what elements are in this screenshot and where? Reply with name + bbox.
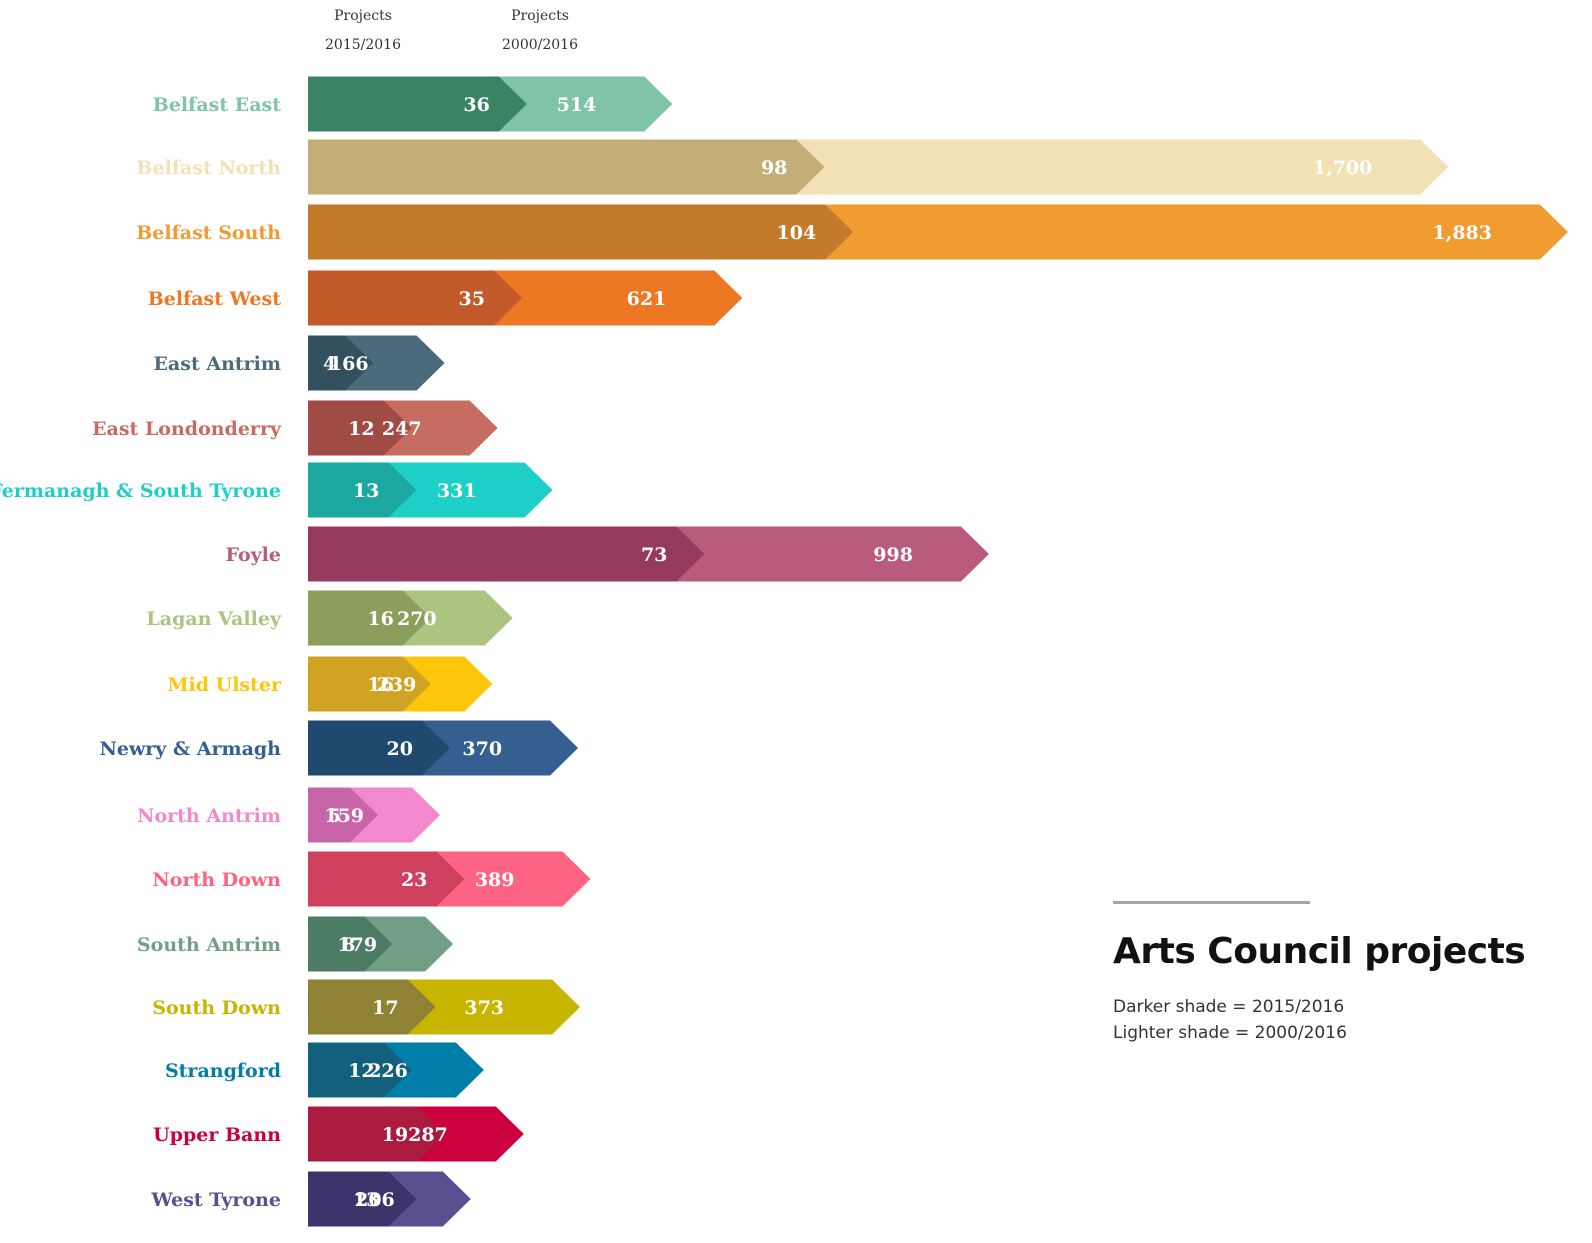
category-label: Belfast East: [153, 94, 281, 116]
value-label-2015-2016: 8: [342, 934, 355, 956]
bar-2015-2016: [308, 526, 705, 582]
chart-title: Arts Council projects: [1113, 931, 1526, 972]
value-label-2000-2016: 1,700: [1313, 157, 1373, 179]
category-label: North Down: [152, 869, 281, 891]
value-label-2015-2016: 5: [328, 805, 341, 827]
category-label: West Tyrone: [150, 1189, 281, 1211]
bar-2015-2016: [308, 270, 522, 326]
bar-2015-2016: [308, 139, 825, 195]
value-label-2015-2016: 98: [761, 157, 787, 179]
value-label-2015-2016: 4: [323, 353, 336, 375]
value-label-2015-2016: 12: [348, 418, 374, 440]
bar-2015-2016: [308, 76, 527, 132]
value-label-2000-2016: 389: [475, 869, 515, 891]
value-label-2015-2016: 12: [348, 1060, 374, 1082]
value-label-2015-2016: 13: [353, 1189, 379, 1211]
value-label-2015-2016: 36: [463, 94, 489, 116]
value-label-2015-2016: 16: [367, 608, 393, 630]
category-label: Fermanagh & South Tyrone: [0, 480, 281, 502]
category-label: Belfast South: [136, 222, 281, 244]
bar-2015-2016: [308, 979, 436, 1035]
category-label: Belfast West: [148, 288, 282, 310]
value-label-2000-2016: 370: [462, 738, 502, 760]
value-label-2000-2016: 1,883: [1433, 222, 1493, 244]
value-label-2000-2016: 247: [382, 418, 422, 440]
value-label-2015-2016: 17: [372, 997, 398, 1019]
legend-light-shade: Lighter shade = 2000/2016: [1113, 1023, 1347, 1043]
category-label: Lagan Valley: [146, 608, 282, 630]
bar-2015-2016: [308, 204, 854, 260]
value-label-2000-2016: 331: [437, 480, 477, 502]
value-label-2015-2016: 104: [777, 222, 817, 244]
value-label-2015-2016: 23: [401, 869, 427, 891]
category-label: Mid Ulster: [167, 674, 281, 696]
value-label-2015-2016: 19: [382, 1124, 408, 1146]
value-label-2015-2016: 73: [641, 544, 667, 566]
bar-2015-2016: [308, 462, 417, 518]
category-label: East Londonderry: [92, 418, 282, 440]
category-label: North Antrim: [137, 805, 281, 827]
value-label-2015-2016: 35: [459, 288, 485, 310]
legend-dark-shade: Darker shade = 2015/2016: [1113, 997, 1345, 1017]
value-label-2000-2016: 179: [337, 934, 377, 956]
value-label-2000-2016: 998: [873, 544, 913, 566]
category-label: Belfast North: [136, 157, 281, 179]
column-header-2000-line2: 2000/2016: [502, 37, 578, 53]
value-label-2000-2016: 270: [397, 608, 437, 630]
category-label: South Antrim: [137, 934, 281, 956]
bar-2015-2016: [308, 1171, 417, 1227]
value-label-2000-2016: 621: [627, 288, 667, 310]
value-label-2000-2016: 166: [329, 353, 369, 375]
value-label-2015-2016: 13: [353, 480, 379, 502]
column-header-2015-line1: Projects: [334, 8, 392, 24]
value-label-2015-2016: 20: [387, 738, 413, 760]
bar-2015-2016: [308, 400, 412, 456]
bar-2015-2016: [308, 656, 431, 712]
bar-2015-2016: [308, 1042, 412, 1098]
value-label-2000-2016: 239: [377, 674, 417, 696]
legend-divider: [1113, 901, 1310, 904]
value-label-2000-2016: 287: [408, 1124, 448, 1146]
category-label: Strangford: [165, 1060, 281, 1082]
bar-2015-2016: [308, 787, 378, 843]
legend: Arts Council projects Darker shade = 201…: [1113, 901, 1553, 1046]
value-label-2015-2016: 16: [367, 674, 393, 696]
bar-2015-2016: [308, 851, 465, 907]
category-label: Newry & Armagh: [99, 738, 281, 760]
value-label-2000-2016: 373: [464, 997, 504, 1019]
bars-group: Belfast East 514 36 Belfast North 1,700 98 Bel…: [0, 76, 1568, 1227]
bar-2015-2016: [308, 1106, 446, 1162]
category-label: East Antrim: [153, 353, 281, 375]
bar-2015-2016: [308, 590, 431, 646]
value-label-2000-2016: 226: [368, 1060, 408, 1082]
value-label-2000-2016: 206: [355, 1189, 395, 1211]
category-label: South Down: [152, 997, 281, 1019]
value-label-2000-2016: 159: [324, 805, 364, 827]
bar-2015-2016: [308, 720, 450, 776]
column-header-2015-line2: 2015/2016: [325, 37, 401, 53]
bar-2015-2016: [308, 916, 393, 972]
bar-2015-2016: [308, 335, 374, 391]
value-label-2000-2016: 514: [557, 94, 597, 116]
category-label: Upper Bann: [153, 1124, 281, 1146]
column-header-2000-line1: Projects: [511, 8, 569, 24]
category-label: Foyle: [226, 544, 281, 566]
